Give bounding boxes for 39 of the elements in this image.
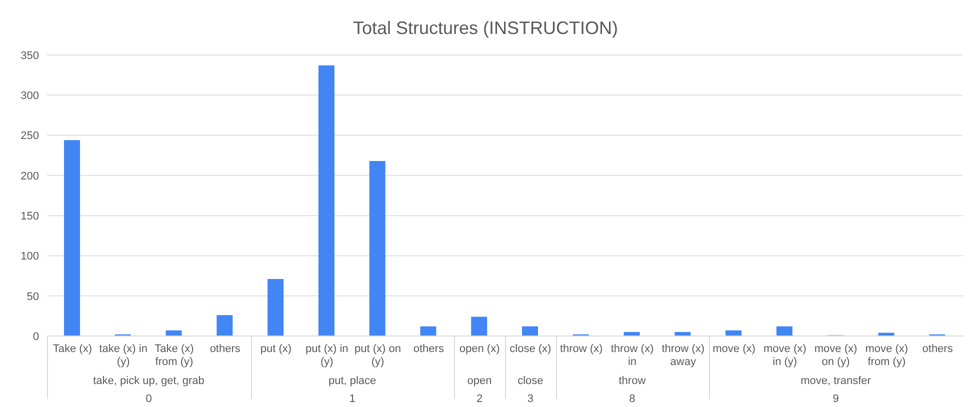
text: 8 <box>628 393 636 405</box>
y-tick-label: 150 <box>20 210 39 222</box>
x-tick-label: move (x) in (y) <box>764 343 806 368</box>
x-tick-label: Take (x) <box>52 343 92 355</box>
x-tick-label: close (x) <box>510 343 552 355</box>
x-tick-label: move (x) from (y) <box>865 343 908 368</box>
x-tick-label: take (x) in (y) <box>99 343 148 368</box>
y-tick-label: 350 <box>20 50 39 62</box>
y-tick-label: 0 <box>32 330 39 343</box>
chart-title: Total Structures (INSTRUCTION) <box>352 18 620 39</box>
x-tick-label: open (x) <box>459 343 500 355</box>
x-tick-label: move (x) <box>712 343 756 355</box>
text: put, place <box>327 375 378 387</box>
x-tick-label: put (x) <box>260 343 292 355</box>
x-tick-label: others <box>413 343 444 355</box>
text: 2 <box>475 393 484 405</box>
x-tick-label: put (x) in (y) <box>305 343 348 368</box>
x-tick-label: throw (x) in <box>610 343 654 368</box>
text: open <box>466 375 493 387</box>
text: close <box>516 375 544 387</box>
x-tick-label: others <box>210 343 241 355</box>
x-tick-label: Take (x) from (y) <box>154 343 194 368</box>
text: throw <box>618 375 647 387</box>
text: take, pick up, get, grab <box>92 375 206 387</box>
x-tick-label: put (x) on (y) <box>354 343 402 368</box>
x-tick-label: throw (x) away <box>662 343 704 368</box>
y-tick-label: 200 <box>20 170 39 182</box>
text: move, transfer <box>800 375 872 387</box>
x-tick-label: throw (x) <box>560 343 603 355</box>
y-tick-label: 300 <box>20 90 39 102</box>
y-tick-label: 50 <box>26 290 39 303</box>
y-tick-label: 100 <box>20 250 39 263</box>
text: 1 <box>348 393 356 405</box>
text: 0 <box>144 393 153 405</box>
text: 9 <box>832 393 840 405</box>
y-tick-label: 250 <box>20 130 39 142</box>
text: 3 <box>526 393 534 405</box>
x-tick-label: others <box>922 343 954 355</box>
x-tick-label: move (x) on (y) <box>814 343 858 368</box>
